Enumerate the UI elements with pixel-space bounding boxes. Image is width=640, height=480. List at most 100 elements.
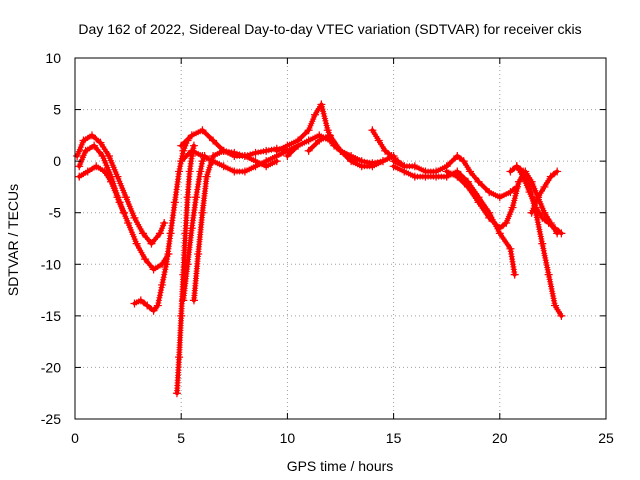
data-point	[185, 167, 194, 176]
data-point	[508, 203, 517, 212]
plot-frame	[74, 57, 607, 420]
y-tick-label: 5	[53, 102, 61, 118]
data-point	[181, 229, 190, 238]
data-point	[389, 162, 398, 171]
data-point	[525, 182, 534, 191]
data-point	[283, 141, 292, 150]
y-axis-label: SDTVAR / TECUs	[5, 184, 21, 296]
data-point	[73, 151, 82, 160]
data-point	[107, 177, 116, 186]
data-point	[544, 270, 553, 279]
data-point	[81, 146, 90, 155]
data-point	[183, 193, 192, 202]
data-point	[453, 151, 462, 160]
data-point	[368, 126, 377, 135]
data-point	[466, 167, 475, 176]
data-point	[187, 224, 196, 233]
data-point	[240, 151, 249, 160]
data-point	[336, 146, 345, 155]
data-point	[485, 188, 494, 197]
data-point	[485, 213, 494, 222]
data-point	[442, 167, 451, 176]
axis-ticks	[74, 57, 607, 420]
data-point	[474, 177, 483, 186]
data-point	[510, 270, 519, 279]
data-point	[96, 138, 105, 147]
data-point	[130, 213, 139, 222]
data-point	[557, 311, 566, 320]
data-point	[166, 229, 175, 238]
data-point	[149, 306, 158, 315]
data-point	[198, 126, 207, 135]
data-point	[162, 260, 171, 269]
data-point	[381, 146, 390, 155]
data-point	[495, 224, 504, 233]
data-point	[432, 172, 441, 181]
data-point	[410, 172, 419, 181]
data-point	[519, 167, 528, 176]
data-point	[179, 146, 188, 155]
data-point	[121, 193, 130, 202]
data-point	[551, 224, 560, 233]
data-point	[141, 255, 150, 264]
y-tick-label: -20	[41, 359, 61, 375]
data-point	[453, 172, 462, 181]
y-tick-label: -15	[41, 308, 61, 324]
data-point	[553, 167, 562, 176]
data-point	[304, 146, 313, 155]
data-point	[124, 219, 133, 228]
data-point	[540, 182, 549, 191]
data-point	[251, 148, 260, 157]
data-point	[400, 167, 409, 176]
x-tick-label: 25	[598, 430, 614, 446]
data-point	[540, 208, 549, 217]
x-tick-label: 0	[71, 430, 79, 446]
data-point	[323, 126, 332, 135]
series-arc-a	[73, 131, 169, 248]
series-arc-r	[512, 162, 566, 320]
data-point	[187, 131, 196, 140]
data-point	[202, 172, 211, 181]
data-point	[209, 136, 218, 145]
x-tick-label: 20	[492, 430, 508, 446]
data-point	[283, 151, 292, 160]
data-point	[138, 229, 147, 238]
data-point	[177, 157, 186, 166]
data-point	[514, 177, 523, 186]
data-point	[209, 157, 218, 166]
data-point	[155, 229, 164, 238]
data-point	[189, 296, 198, 305]
data-point	[196, 167, 205, 176]
data-point	[158, 280, 167, 289]
data-point	[534, 193, 543, 202]
data-point	[179, 296, 188, 305]
data-point	[75, 162, 84, 171]
data-point	[512, 162, 521, 171]
data-point	[172, 389, 181, 398]
data-point	[177, 141, 186, 150]
data-point	[544, 219, 553, 228]
data-point	[262, 146, 271, 155]
data-point	[294, 141, 303, 150]
data-point	[315, 136, 324, 145]
data-point	[538, 239, 547, 248]
data-point	[240, 167, 249, 176]
x-axis-label: GPS time / hours	[287, 458, 394, 474]
data-point	[557, 229, 566, 238]
data-point	[79, 136, 88, 145]
data-point	[262, 157, 271, 166]
data-point	[551, 301, 560, 310]
data-point	[192, 193, 201, 202]
data-point	[230, 167, 239, 176]
data-point	[311, 110, 320, 119]
data-point	[357, 157, 366, 166]
data-point	[177, 311, 186, 320]
data-point	[506, 188, 515, 197]
data-point	[230, 151, 239, 160]
data-point	[100, 167, 109, 176]
data-point	[87, 131, 96, 140]
data-point	[183, 260, 192, 269]
data-point	[130, 299, 139, 308]
